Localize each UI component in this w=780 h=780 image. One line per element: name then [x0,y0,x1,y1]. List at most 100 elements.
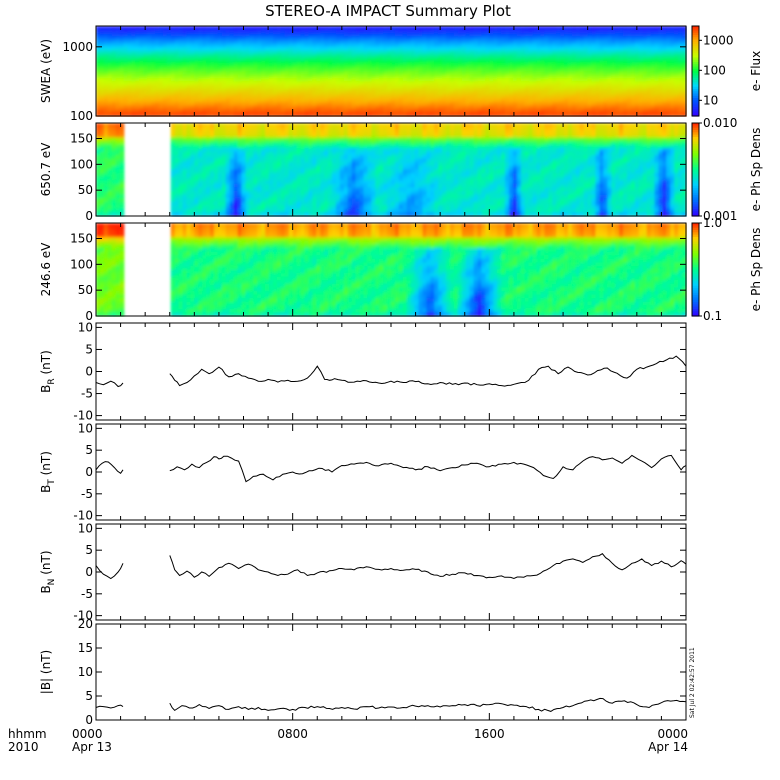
swea-cell [312,53,318,58]
swea-cell [375,57,380,62]
swea-cell [304,53,310,58]
swea-cell [115,71,121,76]
swea-cell [422,112,428,117]
swea-cell [501,53,506,58]
swea-cell [489,43,495,48]
swea-cell [257,57,262,62]
swea-cell [410,81,416,86]
swea-cell [143,29,148,34]
swea-cell [375,50,380,55]
swea-cell [410,91,416,97]
swea-cell [367,53,373,58]
swea-cell [155,43,160,48]
swea-cell [434,50,439,55]
swea-cell [379,112,384,117]
swea-cell [355,91,361,97]
swea-cell [410,84,416,90]
swea-cell [253,71,259,76]
swea-cell [284,43,290,48]
swea-cell [457,39,463,45]
swea-cell [265,39,270,45]
swea-cell [214,109,219,114]
swea-cell [214,105,219,110]
swea-cell [375,32,380,38]
swea-cell [115,91,121,97]
swea-cell [316,46,321,52]
swea-cell [99,77,105,83]
swea-cell [505,39,510,45]
swea-cell [304,64,310,69]
swea-cell [225,53,231,58]
swea-cell [147,95,152,100]
swea-cell [375,102,380,107]
swea-cell [304,84,310,90]
swea-cell [162,109,168,114]
swea-cell [485,102,491,107]
swea-cell [273,43,278,48]
swea-cell [151,77,156,83]
swea-cell [233,39,239,45]
swea-cell [477,67,483,72]
swea-cell [233,112,239,117]
swea-cell [343,64,349,69]
swea-cell [131,57,137,62]
swea-cell [387,46,392,52]
swea-cell [418,39,424,45]
swea-cell [131,50,137,55]
swea-cell [450,109,455,114]
swea-cell [245,43,251,48]
swea-cell [320,32,325,38]
swea-cell [442,98,447,103]
swea-cell [99,50,105,55]
swea-cell [402,98,408,103]
swea-cell [119,91,125,97]
swea-cell [347,88,353,93]
swea-cell [485,36,491,41]
swea-cell [292,67,298,72]
swea-cell [241,43,247,48]
swea-cell [296,39,302,45]
swea-cell [473,53,479,58]
swea-cell [225,57,231,62]
swea-cell [398,43,404,48]
swea-cell [119,43,125,48]
swea-cell [186,32,192,38]
swea-cell [308,102,314,107]
swea-cell [225,74,231,79]
swea-cell [170,57,176,62]
swea-cell [182,50,188,55]
swea-cell [351,109,357,114]
swea-cell [273,112,278,117]
swea-cell [461,26,467,31]
swea-cell [383,57,388,62]
swea-cell [485,77,491,83]
swea-cell [178,57,184,62]
swea-cell [398,95,404,100]
swea-cell [383,36,388,41]
swea-cell [198,98,203,103]
swea-cell [316,71,321,76]
swea-cell [190,67,196,72]
swea-cell [206,26,211,31]
swea-cell [229,32,235,38]
swea-cell [332,53,337,58]
swea-cell [123,26,129,31]
swea-cell [174,32,180,38]
swea-cell [379,60,384,65]
swea-cell [312,32,318,38]
swea-cell [139,74,144,79]
swea-cell [359,39,365,45]
swea-cell [446,91,451,97]
swea-cell [339,98,345,103]
swea-cell [111,26,117,31]
swea-cell [438,98,443,103]
swea-cell [261,102,266,107]
swea-cell [174,67,180,72]
swea-cell [96,112,101,117]
swea-cell [461,46,467,52]
swea-cell [178,64,184,69]
swea-cell [296,98,302,103]
swea-cell [493,46,498,52]
swea-cell [304,91,310,97]
swea-cell [418,88,424,93]
